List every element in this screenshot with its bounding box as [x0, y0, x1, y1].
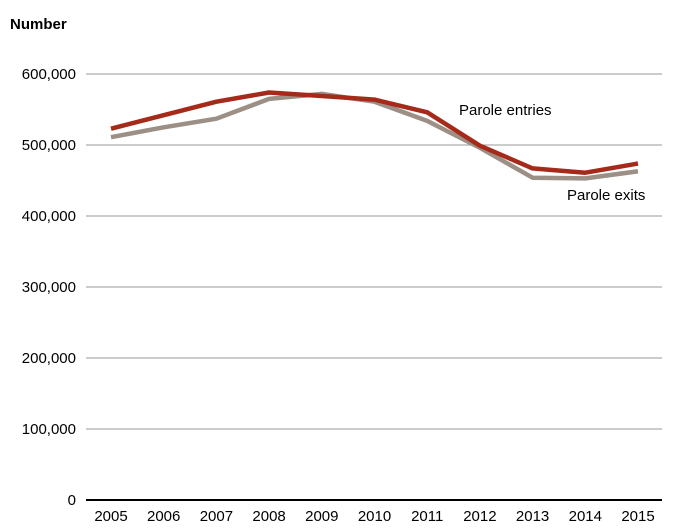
x-tick-labels: 2005 2006 2007 2008 2009 2010 2011 2012 2013 2014…: [94, 508, 654, 525]
x-tick-label: 2015: [621, 508, 654, 525]
gridlines: [86, 73, 662, 501]
y-tick-labels: 0 100,000 200,000 300,000 400,000 500,000 600,…: [22, 66, 76, 509]
x-tick-label: 2008: [252, 508, 285, 525]
y-tick-label: 200,000: [22, 350, 76, 367]
x-tick-label: 2005: [94, 508, 127, 525]
y-tick-label: 100,000: [22, 421, 76, 438]
series-label-parole-exits: Parole exits: [567, 187, 645, 204]
x-tick-label: 2006: [147, 508, 180, 525]
series-lines: [110, 90, 639, 181]
x-tick-label: 2013: [516, 508, 549, 525]
y-tick-label: 600,000: [22, 66, 76, 83]
y-tick-label: 300,000: [22, 279, 76, 296]
series-label-parole-entries: Parole entries: [459, 102, 552, 119]
series-line-parole-entries: [110, 90, 639, 175]
series-labels: Parole entries Parole exits: [459, 102, 645, 204]
x-tick-label: 2009: [305, 508, 338, 525]
x-tick-label: 2011: [411, 508, 443, 525]
y-tick-label: 500,000: [22, 137, 76, 154]
y-tick-label: 0: [68, 492, 76, 509]
x-tick-label: 2014: [569, 508, 602, 525]
x-tick-label: 2010: [358, 508, 391, 525]
y-axis-label: Number: [10, 16, 67, 33]
y-tick-label: 400,000: [22, 208, 76, 225]
x-tick-label: 2007: [200, 508, 233, 525]
x-tick-label: 2012: [463, 508, 496, 525]
